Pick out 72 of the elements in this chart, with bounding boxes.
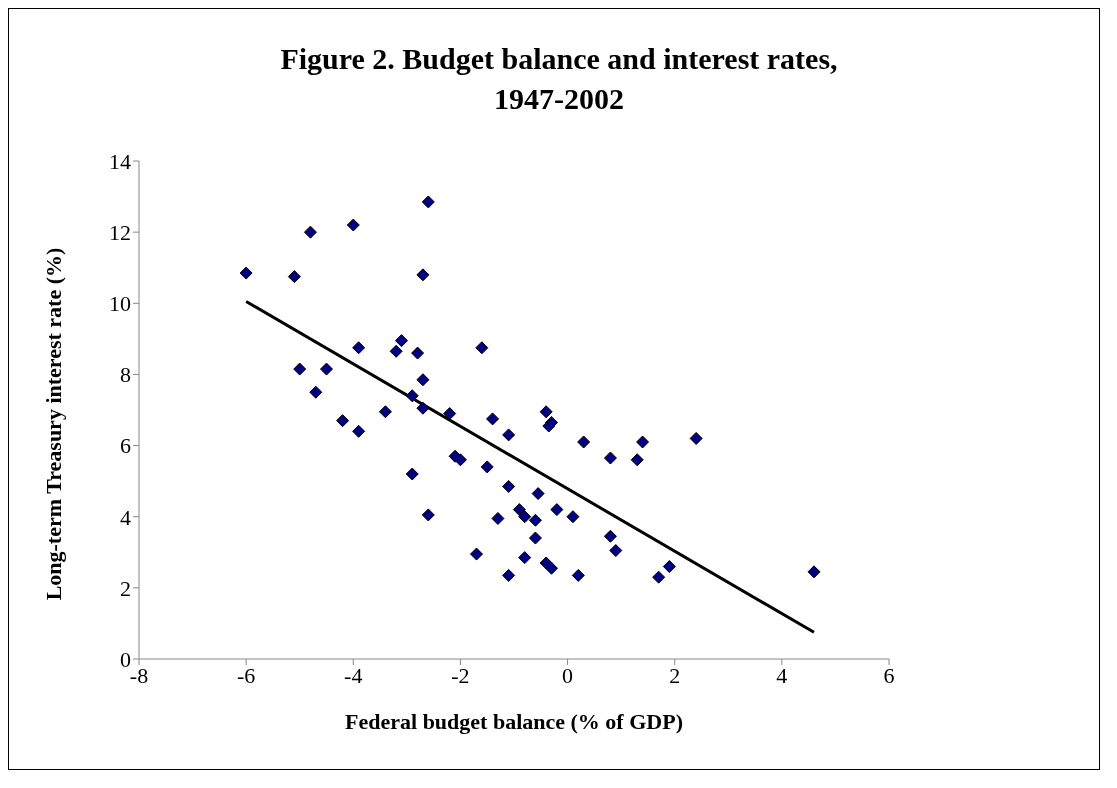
point [287,270,301,284]
point [293,362,307,376]
point [550,503,564,517]
point [309,385,323,399]
point [416,268,430,282]
point [518,551,532,565]
y-tick-label: 6 [120,433,131,459]
point [405,467,419,481]
point [512,503,526,517]
point [421,508,435,522]
x-tick-label: -4 [344,662,363,688]
point [320,362,333,376]
point [502,428,516,442]
point [609,544,623,558]
x-tick-label: 0 [562,662,574,688]
x-tick-label: -6 [236,662,256,688]
point [346,218,360,232]
x-tick-label: -2 [451,662,470,688]
point [518,510,532,524]
point [528,531,542,545]
point [421,195,435,209]
point [502,568,516,582]
point [539,405,553,419]
point [603,451,617,465]
x-axis-title: Federal budget balance (% of GDP) [345,709,683,734]
point [542,419,556,433]
point [470,547,483,561]
y-tick-label: 2 [120,575,131,601]
x-tick-label: 6 [883,662,895,688]
point [486,412,500,426]
point [405,389,419,403]
x-tick-label: 2 [669,662,681,688]
x-tick-label: 4 [776,662,788,688]
point [652,570,666,584]
point [411,346,425,360]
point [336,414,350,428]
point [416,373,430,387]
point [416,401,430,415]
point [566,510,580,524]
y-tick-label: 8 [120,362,131,388]
chart-title: Figure 2. Budget balance and interest rates, 1947-2002 [279,41,839,117]
point [491,511,505,525]
point [531,487,545,501]
point [480,460,494,474]
point [577,435,591,449]
point [689,431,703,445]
point [502,479,516,493]
point [303,225,317,239]
point [352,424,366,438]
point [378,405,392,419]
point [352,341,366,355]
point [630,453,644,467]
point [807,565,821,579]
point [443,407,457,421]
y-tick-label: 4 [120,504,131,530]
point [239,266,253,280]
point [603,529,617,543]
point [636,435,650,449]
point [545,561,558,575]
y-axis-title: Long-term Treasury interest rate (%) [41,247,67,601]
point [389,344,403,358]
point [571,568,585,582]
y-tick-label: 0 [120,646,131,672]
y-tick-label: 14 [109,148,131,174]
point [528,513,542,527]
x-tick-label: -8 [129,662,149,688]
point [453,453,467,467]
point [475,341,489,355]
y-tick-label: 10 [109,291,131,317]
y-tick-label: 12 [109,219,131,245]
point [395,334,408,348]
point [662,560,676,574]
